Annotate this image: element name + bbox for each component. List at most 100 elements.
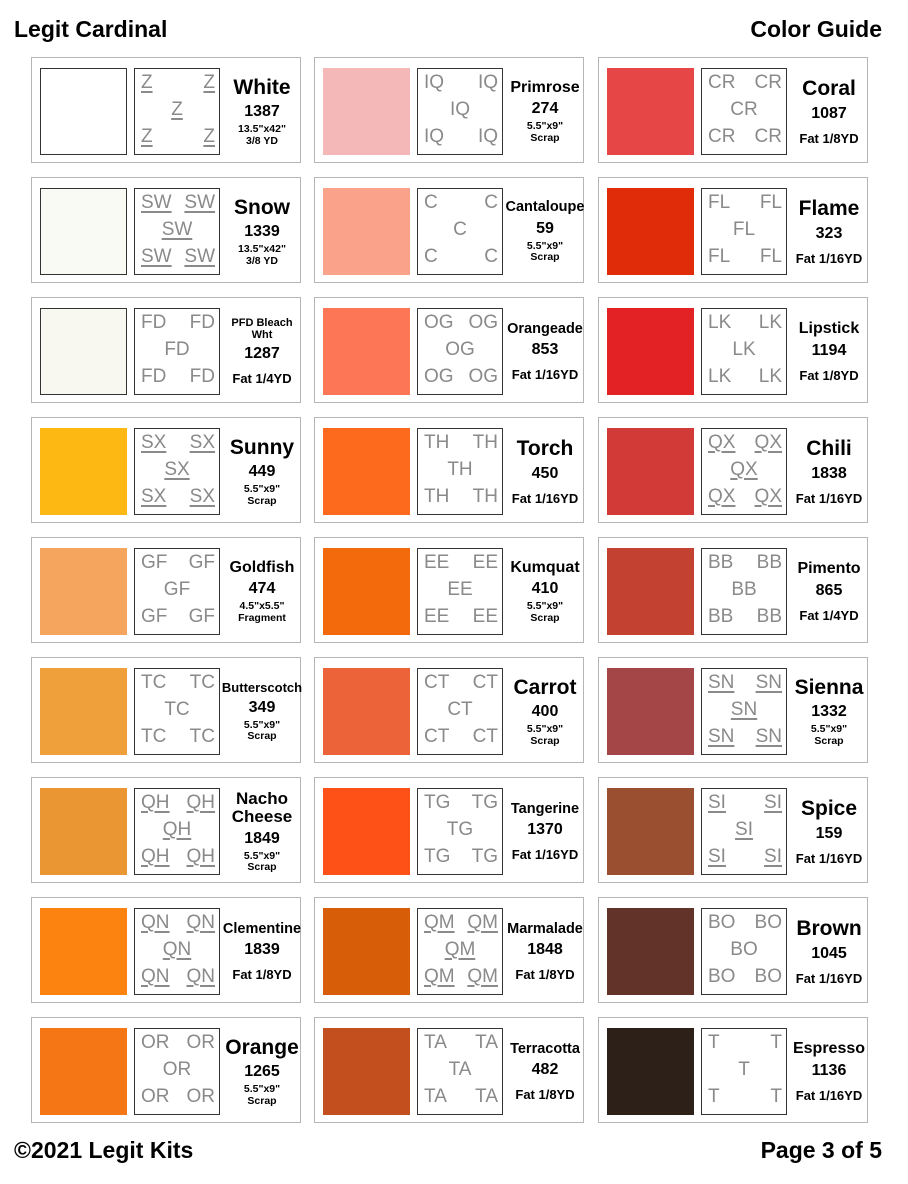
symbol-code: FL xyxy=(759,192,782,213)
color-swatch xyxy=(40,668,127,755)
symbol-code: C xyxy=(453,219,467,240)
symbol-code: GF xyxy=(141,552,168,573)
guide-label: Color Guide xyxy=(750,16,882,42)
symbol-code: BO xyxy=(754,912,782,933)
symbol-code: CT xyxy=(447,699,473,720)
color-info: Lipstick 1194 Fat 1/8YD xyxy=(789,306,869,398)
symbol-code: BO xyxy=(708,912,736,933)
color-swatch xyxy=(607,668,694,755)
symbol-code: QX xyxy=(708,486,736,507)
color-number: 474 xyxy=(248,580,276,598)
color-name: Kumquat xyxy=(510,558,580,576)
amount-detail: Scrap xyxy=(814,734,844,747)
color-number: 1839 xyxy=(244,941,280,959)
symbol-code: BB xyxy=(708,606,734,627)
symbol-code: T xyxy=(708,1086,720,1107)
amount-detail: 13.5"x42" xyxy=(238,122,286,135)
color-card: FD FD FD FD FD PFD Bleach Wht 1287 Fat 1/4YD xyxy=(31,297,301,403)
symbol-code: BB xyxy=(708,552,734,573)
symbol-code: SN xyxy=(708,726,735,747)
color-card: C C C C C Cantaloupe 59 5.5"x9" Scrap xyxy=(314,177,584,283)
color-info: White 1387 13.5"x42" 3/8 YD xyxy=(222,66,302,158)
symbol-code: C xyxy=(424,192,438,213)
symbol-code: LK xyxy=(708,366,732,387)
color-swatch xyxy=(607,428,694,515)
symbol-code: OR xyxy=(186,1032,216,1053)
symbol-code: QH xyxy=(141,846,170,867)
symbol-code: GF xyxy=(188,552,215,573)
symbol-code: SI xyxy=(708,792,726,813)
symbol-code: FD xyxy=(189,366,215,387)
symbol-code: CT xyxy=(424,726,450,747)
symbol-code: T xyxy=(770,1086,782,1107)
color-info: Snow 1339 13.5"x42" 3/8 YD xyxy=(222,186,302,278)
symbol-key: OG OG OG OG OG xyxy=(417,308,503,395)
symbol-code: C xyxy=(484,246,498,267)
symbol-code: QH xyxy=(186,846,216,867)
color-number: 1332 xyxy=(811,702,847,720)
color-info: Chili 1838 Fat 1/16YD xyxy=(789,426,869,518)
symbol-code: CR xyxy=(754,126,782,147)
symbol-code: QN xyxy=(141,912,170,933)
color-card: CT CT CT CT CT Carrot 400 5.5"x9" Scrap xyxy=(314,657,584,763)
symbol-key: SN SN SN SN SN xyxy=(701,668,787,755)
color-number: 410 xyxy=(531,580,559,598)
symbol-code: CT xyxy=(424,672,450,693)
color-info: Flame 323 Fat 1/16YD xyxy=(789,186,869,278)
symbol-code: BB xyxy=(756,552,782,573)
symbol-code: SW xyxy=(161,219,193,240)
color-info: Orangeade 853 Fat 1/16YD xyxy=(505,306,585,398)
color-number: 1848 xyxy=(527,941,563,959)
symbol-code: CR xyxy=(708,72,736,93)
color-card: BO BO BO BO BO Brown 1045 Fat 1/16YD xyxy=(598,897,868,1003)
color-info: Primrose 274 5.5"x9" Scrap xyxy=(505,66,585,158)
color-swatch xyxy=(607,68,694,155)
symbol-code: C xyxy=(484,192,498,213)
color-number: 853 xyxy=(531,341,559,359)
amount-detail: 5.5"x9" xyxy=(243,718,281,731)
symbol-code: EE xyxy=(424,552,450,573)
symbol-code: LK xyxy=(732,339,756,360)
symbol-code: QH xyxy=(186,792,216,813)
color-swatch xyxy=(323,908,410,995)
amount-detail: Fat 1/16YD xyxy=(795,1087,863,1103)
symbol-code: CR xyxy=(730,99,758,120)
symbol-key: BO BO BO BO BO xyxy=(701,908,787,995)
color-number: 1087 xyxy=(811,104,847,122)
color-card: QN QN QN QN QN Clementine 1839 Fat 1/8YD xyxy=(31,897,301,1003)
symbol-code: BB xyxy=(731,579,757,600)
color-name: Carrot xyxy=(513,675,577,699)
color-card: T T T T T Espresso 1136 Fat 1/16YD xyxy=(598,1017,868,1123)
color-swatch xyxy=(323,548,410,635)
color-card: FL FL FL FL FL Flame 323 Fat 1/16YD xyxy=(598,177,868,283)
color-swatch xyxy=(40,1028,127,1115)
symbol-code: BB xyxy=(756,606,782,627)
color-number: 1339 xyxy=(244,222,280,240)
symbol-code: CR xyxy=(754,72,782,93)
color-card: OR OR OR OR OR Orange 1265 5.5"x9" Scrap xyxy=(31,1017,301,1123)
symbol-code: BO xyxy=(754,966,782,987)
color-number: 1045 xyxy=(811,944,847,962)
symbol-code: IQ xyxy=(424,126,445,147)
amount-detail: Scrap xyxy=(530,131,560,144)
amount-detail: Fat 1/8YD xyxy=(515,967,575,983)
color-card: TC TC TC TC TC Butterscotch 349 5.5"x9" Scrap xyxy=(31,657,302,763)
symbol-code: EE xyxy=(472,552,498,573)
symbol-code: TA xyxy=(475,1086,498,1107)
amount-detail: Fat 1/16YD xyxy=(795,490,863,506)
color-card: TG TG TG TG TG Tangerine 1370 Fat 1/16YD xyxy=(314,777,584,883)
color-number: 482 xyxy=(531,1061,559,1079)
symbol-code: OR xyxy=(162,1059,192,1080)
color-info: Torch 450 Fat 1/16YD xyxy=(505,426,585,518)
color-swatch xyxy=(607,188,694,275)
symbol-code: FD xyxy=(141,366,167,387)
symbol-code: QH xyxy=(141,792,170,813)
symbol-code: FD xyxy=(164,339,190,360)
color-swatch xyxy=(40,908,127,995)
color-name: Clementine xyxy=(222,920,302,937)
symbol-code: GF xyxy=(188,606,215,627)
amount-detail: Fat 1/16YD xyxy=(795,970,863,986)
symbol-code: QN xyxy=(186,912,216,933)
